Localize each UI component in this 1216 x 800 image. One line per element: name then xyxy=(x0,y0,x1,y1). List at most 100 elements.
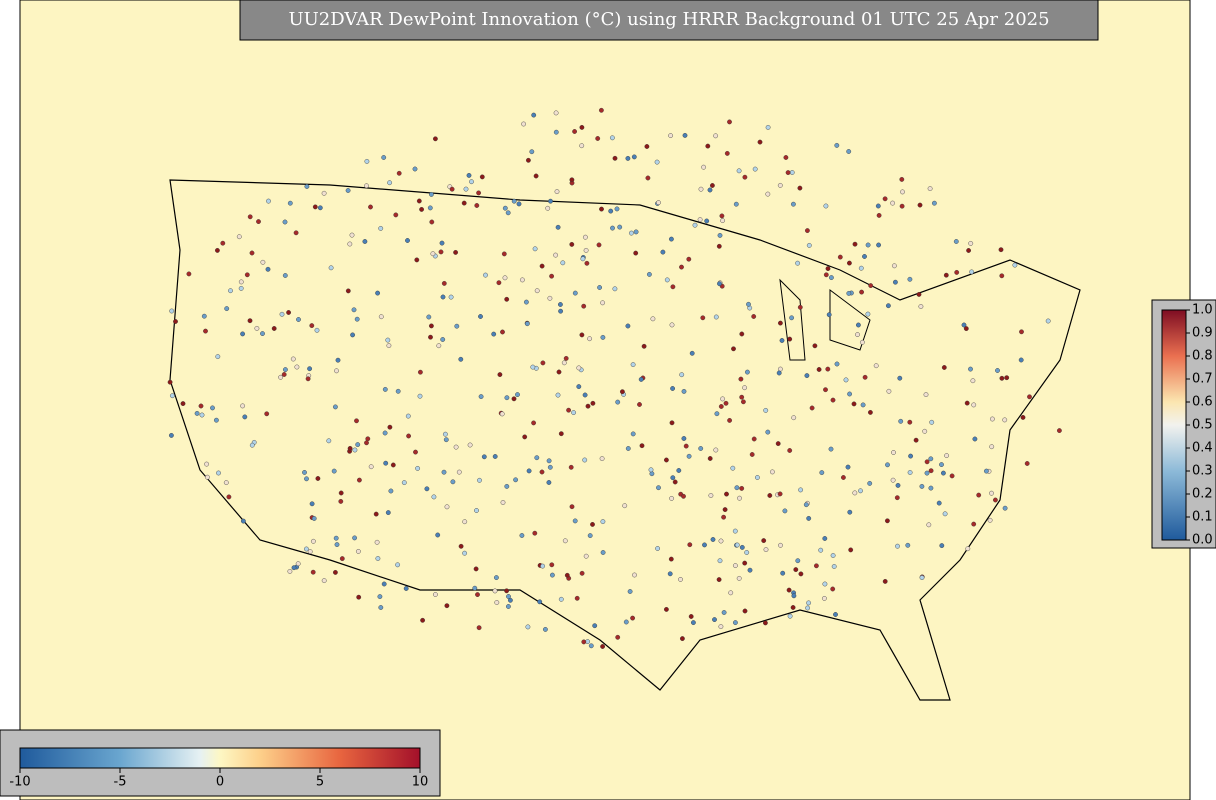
obs-dot xyxy=(716,577,722,582)
obs-dot xyxy=(751,436,757,442)
obs-dot xyxy=(765,429,771,435)
obs-dot xyxy=(260,259,266,265)
obs-dot xyxy=(388,488,394,494)
obs-dot xyxy=(632,572,637,578)
tick-label: 0.3 xyxy=(1192,464,1213,479)
obs-dot xyxy=(558,431,564,437)
obs-dot xyxy=(511,396,517,402)
obs-dot xyxy=(698,186,704,192)
obs-dot xyxy=(890,477,896,483)
obs-dot xyxy=(381,155,387,160)
obs-dot xyxy=(953,239,959,244)
obs-dot xyxy=(494,600,500,605)
obs-dot xyxy=(834,142,840,148)
obs-dot xyxy=(823,203,829,209)
obs-dot xyxy=(847,391,852,397)
obs-dot xyxy=(579,332,585,338)
obs-dot xyxy=(587,533,593,538)
obs-dot xyxy=(721,514,726,520)
obs-dot xyxy=(858,488,863,494)
obs-dot xyxy=(373,511,379,517)
obs-dot xyxy=(287,569,293,574)
obs-dot xyxy=(876,242,881,248)
obs-dot xyxy=(186,271,192,277)
obs-dot xyxy=(354,418,359,424)
obs-dot xyxy=(656,485,661,491)
obs-dot xyxy=(676,468,682,473)
obs-dot xyxy=(596,242,602,248)
obs-dot xyxy=(381,581,387,587)
obs-dot xyxy=(511,198,517,204)
obs-dot xyxy=(549,562,555,568)
obs-dot xyxy=(249,250,255,256)
obs-dot xyxy=(310,538,316,544)
obs-dot xyxy=(907,276,913,282)
tick-label: 1.0 xyxy=(1192,303,1213,318)
obs-dot xyxy=(727,119,732,125)
obs-dot xyxy=(466,172,472,178)
obs-dot xyxy=(438,249,444,255)
obs-dot xyxy=(583,553,589,559)
obs-dot xyxy=(515,392,520,397)
obs-dot xyxy=(351,307,357,313)
obs-dot xyxy=(476,190,481,196)
obs-dot xyxy=(722,507,728,512)
obs-dot xyxy=(795,260,800,266)
obs-dot xyxy=(247,318,253,324)
obs-dot xyxy=(356,477,362,483)
obs-dot xyxy=(566,407,571,413)
obs-dot xyxy=(681,493,686,499)
obs-dot xyxy=(290,356,296,362)
obs-dot xyxy=(561,360,567,366)
obs-dot xyxy=(692,222,698,228)
obs-dot xyxy=(553,110,559,116)
obs-dot xyxy=(746,301,751,307)
obs-dot xyxy=(805,605,810,611)
obs-dot xyxy=(892,263,897,269)
obs-dot xyxy=(506,594,511,599)
obs-dot xyxy=(804,373,810,378)
obs-dot xyxy=(526,157,531,163)
obs-dot xyxy=(886,303,891,309)
obs-dot xyxy=(623,619,629,625)
obs-dot xyxy=(417,369,423,375)
obs-dot xyxy=(420,617,425,623)
obs-dot xyxy=(641,343,647,349)
obs-dot xyxy=(558,302,563,307)
obs-dot xyxy=(686,453,692,459)
obs-dot xyxy=(374,539,380,545)
obs-dot xyxy=(961,322,967,328)
obs-dot xyxy=(763,407,769,413)
obs-dot xyxy=(928,485,934,491)
obs-dot xyxy=(546,458,552,464)
obs-dot xyxy=(393,212,399,218)
obs-dot xyxy=(240,518,246,524)
obs-dot xyxy=(401,480,407,485)
innovation-colorbar xyxy=(19,747,421,769)
obs-dot xyxy=(368,464,374,470)
obs-dot xyxy=(550,572,555,578)
obs-dot xyxy=(989,444,995,450)
obs-dot xyxy=(585,403,591,409)
obs-dot xyxy=(846,149,852,154)
obs-dot xyxy=(497,372,503,377)
obs-dot xyxy=(352,447,358,453)
obs-dot xyxy=(356,594,362,600)
obs-dot xyxy=(713,447,719,453)
obs-dot xyxy=(922,428,928,434)
obs-dot xyxy=(765,191,771,197)
obs-dot xyxy=(375,556,381,561)
obs-dot xyxy=(686,256,692,262)
obs-dot xyxy=(681,388,687,394)
obs-dot xyxy=(851,401,857,407)
obs-dot xyxy=(770,469,775,475)
obs-dot xyxy=(733,620,738,625)
obs-dot xyxy=(430,251,436,257)
obs-dot xyxy=(742,174,748,180)
obs-dot xyxy=(763,620,768,626)
obs-dot xyxy=(504,483,510,489)
obs-dot xyxy=(610,225,615,231)
obs-dot xyxy=(900,189,905,195)
obs-dot xyxy=(432,592,438,597)
obs-dot xyxy=(963,326,969,331)
